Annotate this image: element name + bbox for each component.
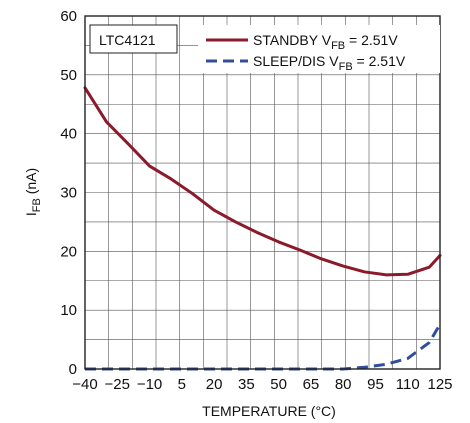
y-tick-label: 0 xyxy=(69,361,77,378)
plot-frame xyxy=(84,15,441,370)
series-layer xyxy=(83,86,442,371)
x-tick-labels: −40 −25 −10 5 20 35 50 65 80 95 110 125 xyxy=(72,376,452,393)
x-tick-label: −25 xyxy=(105,376,130,393)
y-axis-label-main: I xyxy=(23,212,39,216)
inset-label-bg xyxy=(89,24,178,54)
x-axis-label: TEMPERATURE (°C) xyxy=(202,403,336,419)
y-tick-label: 50 xyxy=(60,67,77,84)
x-tick-label: −40 xyxy=(72,376,97,393)
inset-label: LTC4121 xyxy=(99,32,156,48)
x-tick-label: 20 xyxy=(206,376,223,393)
legend-entry-sleep: SLEEP/DIS VFB = 2.51V xyxy=(253,53,406,73)
x-tick-label: −10 xyxy=(137,376,162,393)
series-line-sleep-dis xyxy=(85,323,442,371)
y-axis-label: IFB (nA) xyxy=(23,168,43,216)
y-axis-label-sub: FB xyxy=(31,198,43,212)
grid xyxy=(85,16,440,369)
legend-standby-post: = 2.51V xyxy=(345,32,398,48)
legend-sleep-pre: SLEEP/DIS V xyxy=(253,53,339,69)
legend-entry-standby: STANDBY VFB = 2.51V xyxy=(253,32,398,52)
legend-sleep-post: = 2.51V xyxy=(353,53,406,69)
series-line-standby xyxy=(83,86,442,277)
x-tick-label: 80 xyxy=(335,376,352,393)
x-tick-label: 50 xyxy=(270,376,287,393)
legend-standby-sub: FB xyxy=(331,40,345,52)
y-tick-labels: 0 10 20 30 40 50 60 xyxy=(60,8,77,378)
y-tick-label: 20 xyxy=(60,243,77,260)
x-tick-label: 110 xyxy=(396,376,420,393)
x-tick-label: 5 xyxy=(178,376,186,393)
legend-sleep-sub: FB xyxy=(339,61,353,73)
x-tick-label: 65 xyxy=(303,376,320,393)
inset-label-box: LTC4121 xyxy=(89,24,178,54)
legend-bg xyxy=(198,25,440,73)
legend-standby-pre: STANDBY V xyxy=(253,32,332,48)
x-tick-label: 35 xyxy=(238,376,255,393)
y-axis-label-suffix: (nA) xyxy=(23,168,39,198)
y-tick-label: 30 xyxy=(60,185,77,202)
y-tick-label: 10 xyxy=(60,302,77,319)
y-tick-label: 40 xyxy=(60,126,77,143)
legend: STANDBY VFB = 2.51V SLEEP/DIS VFB = 2.51… xyxy=(198,25,440,73)
y-tick-label: 60 xyxy=(60,8,77,25)
x-tick-label: 95 xyxy=(367,376,384,393)
x-tick-label: 125 xyxy=(427,376,452,393)
